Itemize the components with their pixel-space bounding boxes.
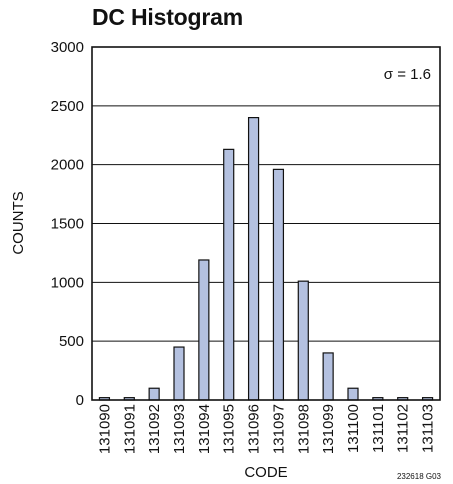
x-tick-label: 131103 bbox=[420, 404, 437, 453]
x-tick-label: 131091 bbox=[121, 404, 138, 454]
histogram-bar bbox=[297, 280, 309, 401]
x-tick-label: 131096 bbox=[246, 404, 263, 454]
x-axis-label: CODE bbox=[244, 464, 287, 481]
x-tick-labels: 131090 131091 131092 131093 131094 131095 1310… bbox=[96, 404, 436, 454]
histogram-bar bbox=[198, 259, 210, 401]
x-tick-label: 131093 bbox=[171, 404, 188, 454]
y-tick-label: 0 bbox=[76, 392, 84, 409]
x-tick-label: 131097 bbox=[270, 404, 287, 454]
x-tick-label: 131094 bbox=[196, 404, 213, 454]
x-tick-label: 131101 bbox=[370, 404, 387, 453]
y-tick-label: 2000 bbox=[51, 157, 84, 174]
histogram-bar bbox=[347, 387, 359, 401]
y-tick-label: 1500 bbox=[51, 216, 84, 233]
x-tick-label: 131102 bbox=[395, 404, 412, 453]
y-tick-label: 1000 bbox=[51, 274, 84, 291]
x-tick-label: 131100 bbox=[345, 404, 362, 453]
bar-layer bbox=[98, 116, 434, 401]
histogram-bar bbox=[223, 148, 235, 401]
chart-title: DC Histogram bbox=[92, 4, 243, 30]
y-tick-label: 3000 bbox=[51, 39, 84, 56]
x-tick-label: 131092 bbox=[146, 404, 163, 454]
x-tick-label: 131090 bbox=[96, 404, 113, 454]
y-axis-label: COUNTS bbox=[10, 191, 27, 254]
histogram-bar bbox=[272, 168, 285, 401]
histogram-bar bbox=[173, 346, 185, 401]
x-tick-label: 131099 bbox=[320, 404, 337, 454]
y-tick-labels: 0 500 1000 1500 2000 2500 3000 bbox=[51, 39, 84, 409]
histogram-bar bbox=[247, 116, 260, 401]
plot-frame bbox=[91, 46, 441, 401]
x-tick-label: 131095 bbox=[221, 404, 238, 454]
grid-layer bbox=[92, 105, 440, 342]
x-tick-label: 131098 bbox=[295, 404, 312, 454]
histogram-bar bbox=[322, 352, 334, 401]
y-tick-label: 2500 bbox=[51, 98, 84, 115]
histogram-bar bbox=[148, 387, 160, 401]
figure-id: 232618 G03 bbox=[397, 472, 442, 481]
sigma-annotation: σ = 1.6 bbox=[384, 66, 431, 83]
y-tick-label: 500 bbox=[59, 333, 84, 350]
